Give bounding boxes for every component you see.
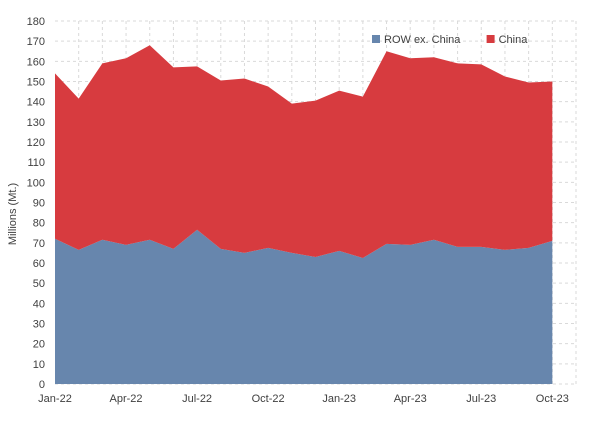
- x-tick-label: Apr-22: [110, 393, 143, 405]
- y-tick-label: 120: [27, 137, 45, 149]
- x-tick-label: Apr-23: [394, 393, 427, 405]
- plot-area: [55, 45, 553, 384]
- y-tick-label: 40: [33, 298, 45, 310]
- x-axis: Jan-22 Apr-22 Jul-22 Oct-22 Jan-23 Apr-23 Jul-…: [38, 393, 569, 405]
- y-tick-label: 50: [33, 278, 45, 290]
- series-area: [55, 229, 553, 384]
- x-tick-label: Jul-22: [182, 393, 212, 405]
- y-tick-label: 30: [33, 319, 45, 331]
- x-tick-label: Oct-23: [536, 393, 569, 405]
- y-tick-label: 180: [27, 16, 45, 28]
- x-tick-label: Jan-22: [38, 393, 72, 405]
- y-axis: 0 10 20 30 40 50 60 70 80 90 100 110 120 130 140 150 160…: [27, 16, 45, 391]
- legend: ROW ex. China China: [372, 34, 528, 46]
- y-tick-label: 70: [33, 238, 45, 250]
- y-tick-label: 110: [27, 157, 45, 169]
- x-tick-label: Jan-23: [322, 393, 356, 405]
- y-tick-label: 130: [27, 117, 45, 129]
- y-tick-label: 100: [27, 177, 45, 189]
- y-tick-label: 160: [27, 56, 45, 68]
- legend-swatch: [372, 35, 380, 43]
- y-tick-label: 10: [33, 359, 45, 371]
- y-tick-label: 80: [33, 218, 45, 230]
- y-tick-label: 20: [33, 339, 45, 351]
- y-tick-label: 170: [27, 36, 45, 48]
- x-tick-label: Jul-23: [466, 393, 496, 405]
- series-area: [55, 45, 553, 258]
- legend-swatch: [486, 35, 495, 43]
- y-tick-label: 60: [33, 258, 45, 270]
- y-tick-label: 0: [39, 379, 45, 391]
- y-axis-label: Millions (Mt.): [7, 183, 19, 245]
- y-tick-label: 140: [27, 97, 45, 109]
- x-tick-label: Oct-22: [252, 393, 285, 405]
- y-tick-label: 90: [33, 198, 45, 210]
- legend-label: China: [499, 34, 529, 46]
- y-tick-label: 150: [27, 77, 45, 89]
- legend-label: ROW ex. China: [384, 34, 461, 46]
